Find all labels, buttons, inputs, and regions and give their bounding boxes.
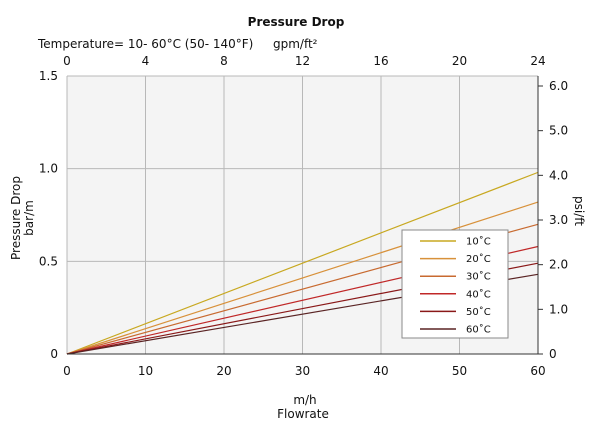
top-tick-label: 12: [295, 54, 310, 68]
top-tick-label: 8: [220, 54, 228, 68]
legend-label: 50˚C: [466, 306, 491, 318]
x-tick-label: 50: [452, 364, 467, 378]
top-tick-label: 4: [142, 54, 150, 68]
top-tick-label: 24: [530, 54, 545, 68]
right-tick-label: 0: [549, 347, 557, 361]
legend-label: 40˚C: [466, 288, 491, 300]
x-tick-label: 60: [530, 364, 545, 378]
legend-label: 30˚C: [466, 271, 491, 283]
right-axis-label: psi/ft: [572, 196, 586, 226]
right-tick-label: 2.0: [549, 258, 568, 272]
x-axis-unit: m/h: [293, 393, 316, 407]
x-tick-label: 40: [373, 364, 388, 378]
series-line: [66, 171, 539, 355]
right-tick-label: 4.0: [549, 168, 568, 182]
y-axis-label: Pressure Drop: [9, 176, 23, 260]
legend-box: [401, 229, 509, 339]
y-axis-unit: bar/m: [22, 200, 36, 236]
top-tick-label: 16: [373, 54, 388, 68]
x-tick-label: 20: [216, 364, 231, 378]
top-axis-unit: gpm/ft²: [273, 37, 318, 51]
chart-subtitle: Temperature= 10- 60°C (50- 140°F): [37, 37, 253, 51]
chart-title: Pressure Drop: [248, 15, 345, 29]
right-tick-label: 5.0: [549, 124, 568, 138]
y-tick-label: 0: [50, 347, 58, 361]
top-tick-label: 20: [452, 54, 467, 68]
right-tick-label: 1.0: [549, 302, 568, 316]
x-tick-label: 30: [295, 364, 310, 378]
top-tick-label: 0: [63, 54, 71, 68]
x-tick-label: 10: [138, 364, 153, 378]
series-line: [66, 201, 539, 355]
right-tick-label: 6.0: [549, 79, 568, 93]
y-tick-label: 1.0: [39, 162, 58, 176]
y-tick-label: 0.5: [39, 254, 58, 268]
right-tick-label: 3.0: [549, 213, 568, 227]
y-tick-label: 1.5: [39, 69, 58, 83]
legend-label: 20˚C: [466, 253, 491, 265]
legend-label: 10˚C: [466, 236, 491, 248]
x-axis-label: Flowrate: [277, 407, 329, 421]
x-tick-label: 0: [63, 364, 71, 378]
legend-label: 60˚C: [466, 324, 491, 336]
